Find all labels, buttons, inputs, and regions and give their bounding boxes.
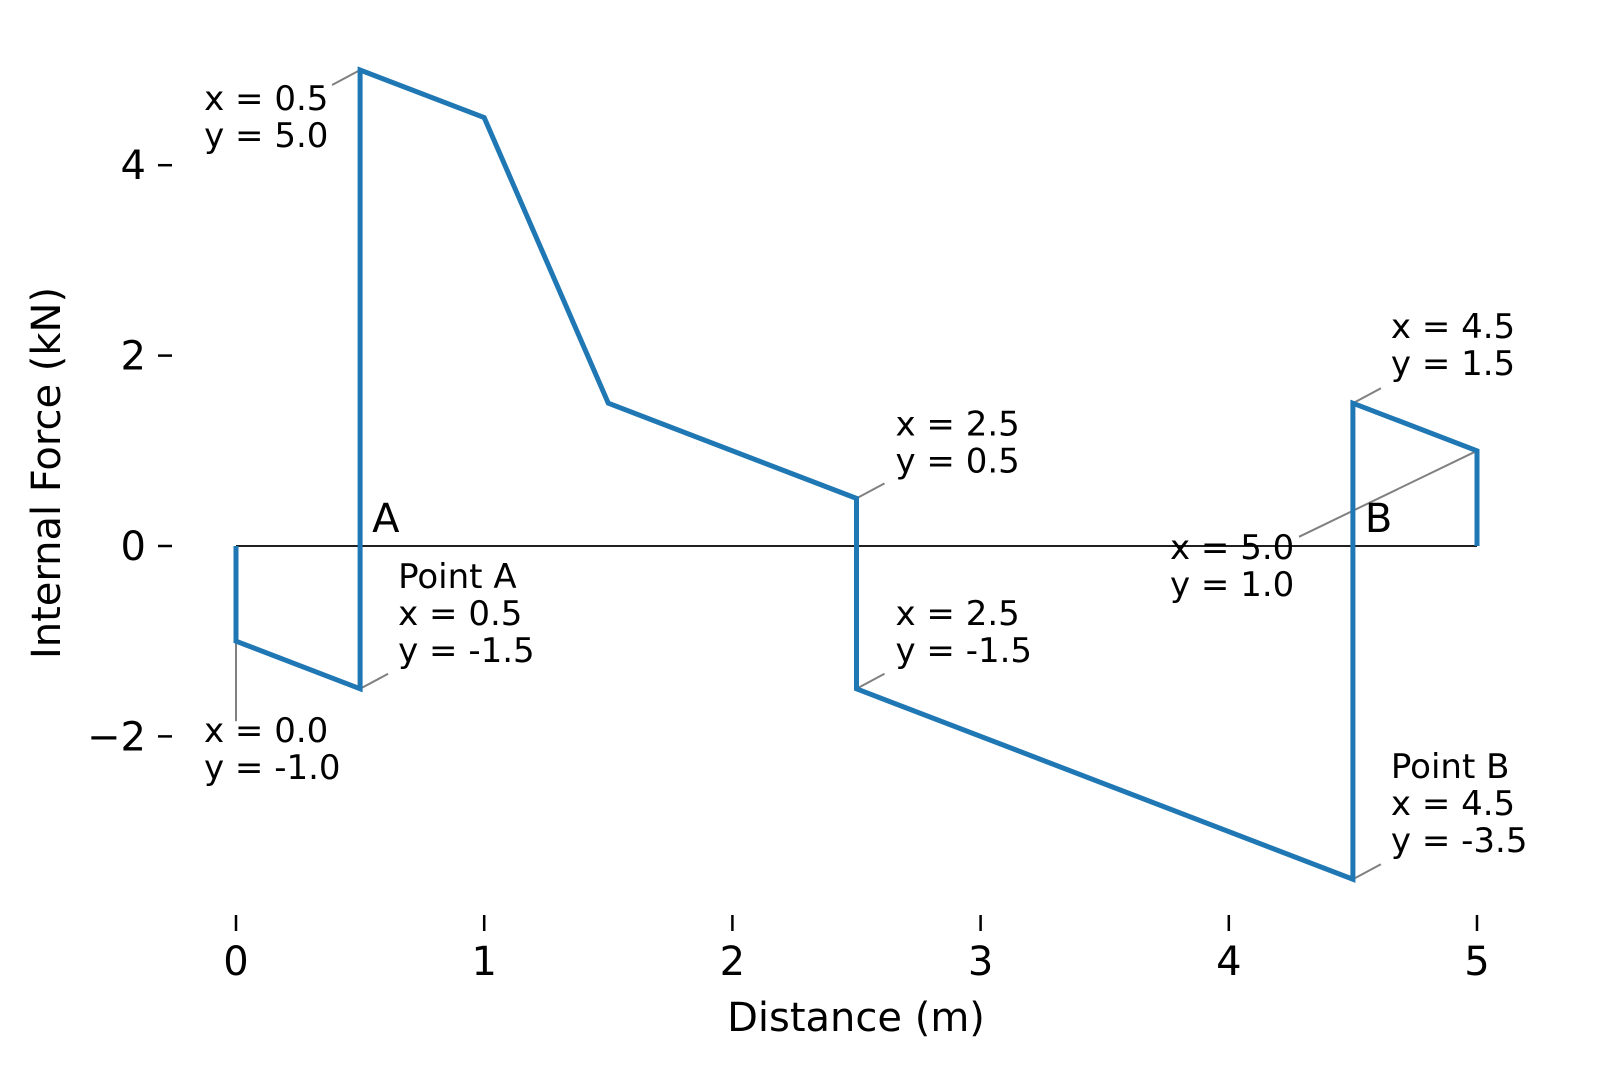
annotation-line: y = 0.5 <box>896 441 1020 481</box>
x-tick-label: 3 <box>968 939 993 985</box>
annotation-line: y = 1.5 <box>1391 344 1515 384</box>
annotation: x = 0.5y = 5.0 <box>204 79 328 156</box>
annotation: Point Ax = 0.5y = -1.5 <box>398 557 535 671</box>
x-tick-label: 1 <box>471 939 496 985</box>
x-tick-label: 0 <box>223 939 248 985</box>
annotation-line: x = 4.5 <box>1391 307 1515 347</box>
annotation-leader <box>856 672 885 690</box>
annotation-line: x = 5.0 <box>1170 528 1294 568</box>
annotation-line: x = 4.5 <box>1391 784 1515 824</box>
y-axis: −2 0 2 4 <box>87 143 172 760</box>
annotation-line: Point B <box>1391 747 1510 787</box>
annotation-leader <box>1298 449 1478 538</box>
y-tick-label: 4 <box>121 143 146 189</box>
annotation-line: Point A <box>398 557 516 597</box>
x-tick-label: 5 <box>1464 939 1489 985</box>
x-tick-label: 4 <box>1216 939 1241 985</box>
y-tick-label: 2 <box>121 334 146 380</box>
annotation-line: x = 2.5 <box>896 404 1020 444</box>
annotation-line: x = 0.5 <box>204 79 328 119</box>
annotation-line: y = -1.5 <box>398 631 535 671</box>
y-tick-label: −2 <box>87 714 146 760</box>
annotation-line: y = -3.5 <box>1391 821 1528 861</box>
point-label-a: A <box>372 496 400 542</box>
annotation: x = 2.5y = 0.5 <box>896 404 1020 481</box>
annotation: x = 5.0y = 1.0 <box>1170 528 1294 605</box>
annotation-line: y = 5.0 <box>204 116 328 156</box>
annotation-line: y = 1.0 <box>1170 565 1294 605</box>
annotation-line: x = 0.0 <box>204 711 328 751</box>
annotation-line: y = -1.5 <box>896 631 1033 671</box>
annotation-line: x = 0.5 <box>398 594 522 634</box>
annotation: x = 2.5y = -1.5 <box>896 594 1033 671</box>
point-label-b: B <box>1365 496 1392 542</box>
annotation: x = 0.0y = -1.0 <box>204 711 341 788</box>
annotation-leader <box>359 672 389 690</box>
x-axis-label: Distance (m) <box>727 995 985 1041</box>
x-tick-label: 2 <box>720 939 745 985</box>
annotation-leaders <box>235 69 1478 881</box>
x-axis: 0 1 2 3 4 5 <box>223 915 1490 985</box>
annotation-line: x = 2.5 <box>896 594 1020 634</box>
y-axis-label: Internal Force (kN) <box>24 287 70 659</box>
annotation-leader <box>331 69 361 86</box>
annotation-line: y = -1.0 <box>204 748 341 788</box>
series-line <box>233 66 1480 883</box>
annotation-leader <box>1352 863 1382 881</box>
annotation-leader <box>856 482 885 500</box>
annotation-leader <box>1352 387 1382 405</box>
y-tick-label: 0 <box>121 524 146 570</box>
annotation: Point Bx = 4.5y = -3.5 <box>1391 747 1528 861</box>
annotation: x = 4.5y = 1.5 <box>1391 307 1515 384</box>
